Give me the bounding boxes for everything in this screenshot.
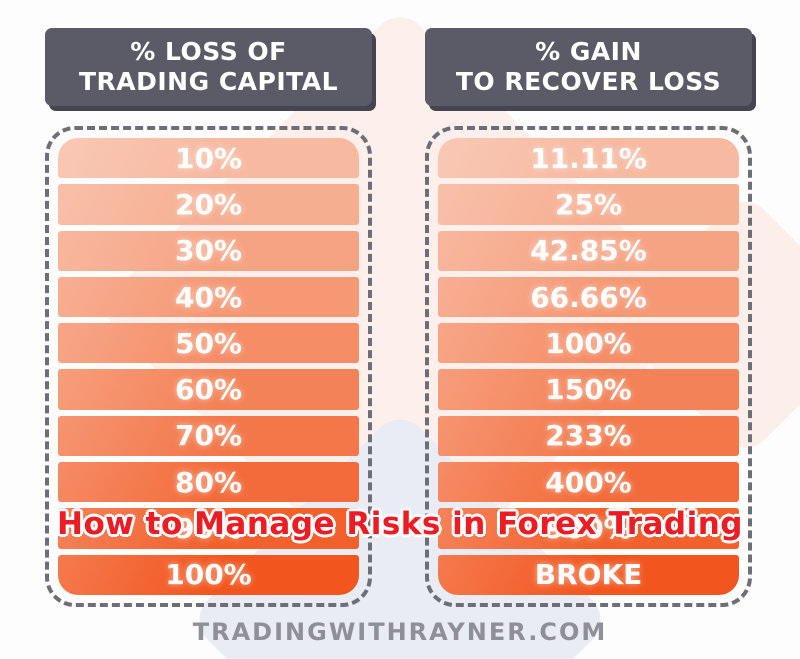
row-value: 70% [174, 419, 243, 453]
table-row: 25% [438, 184, 739, 225]
table-row: 80% [58, 462, 359, 503]
table-row: 10% [58, 138, 359, 179]
row-value: 150% [545, 373, 632, 407]
table-row: 70% [58, 415, 359, 457]
row-value: 233% [545, 419, 632, 453]
row-value: 42.85% [530, 234, 647, 268]
row-value: BROKE [534, 558, 643, 592]
table-row: 233% [438, 415, 739, 457]
table-row: 100% [58, 554, 359, 595]
table-row: 40% [58, 276, 359, 318]
table-row: 150% [438, 369, 739, 410]
row-value: 90% [174, 512, 243, 546]
row-value: 100% [165, 558, 252, 592]
table-row: 100% [438, 323, 739, 364]
row-value: 100% [545, 326, 632, 360]
table-row: 30% [58, 230, 359, 271]
table-row: 20% [58, 184, 359, 225]
row-value: 25% [554, 187, 623, 221]
table-row: 60% [58, 369, 359, 410]
table-row: 50% [58, 323, 359, 364]
row-value: 40% [174, 280, 243, 314]
header-gain-line2: TO RECOVER LOSS [455, 67, 722, 96]
row-value: 400% [545, 465, 632, 499]
row-value: 10% [174, 141, 243, 175]
row-value: 900% [545, 512, 632, 546]
table-row: 900% [438, 508, 739, 549]
header-gain-column: % GAIN TO RECOVER LOSS [425, 28, 752, 106]
row-value: 66.66% [530, 280, 647, 314]
footer-website: TRADINGWITHRAYNER.COM [192, 618, 608, 646]
table-row: 66.66% [438, 276, 739, 318]
header-loss-column: % LOSS OF TRADING CAPITAL [45, 28, 372, 106]
header-loss-line1: % LOSS OF [130, 37, 287, 66]
row-value: 60% [174, 373, 243, 407]
header-gain-line1: % GAIN [535, 37, 642, 66]
page-title: How to Manage Risks in Forex Trading [57, 506, 743, 542]
row-value: 30% [174, 234, 243, 268]
table-row: 11.11% [438, 138, 739, 179]
loss-panel: 10% 20% 30% 40% 50% 60% 70% 80% 90% 100% [45, 126, 372, 607]
row-value: 20% [174, 187, 243, 221]
table-row: 42.85% [438, 230, 739, 271]
header-loss-line2: TRADING CAPITAL [78, 67, 339, 96]
gain-panel: 11.11% 25% 42.85% 66.66% 100% 150% 233% 400% 900… [425, 126, 752, 607]
table-row: BROKE [438, 554, 739, 595]
row-value: 50% [174, 326, 243, 360]
table-row: 400% [438, 462, 739, 503]
row-value: 11.11% [530, 141, 647, 175]
table-row: 90% [58, 508, 359, 549]
row-value: 80% [174, 465, 243, 499]
